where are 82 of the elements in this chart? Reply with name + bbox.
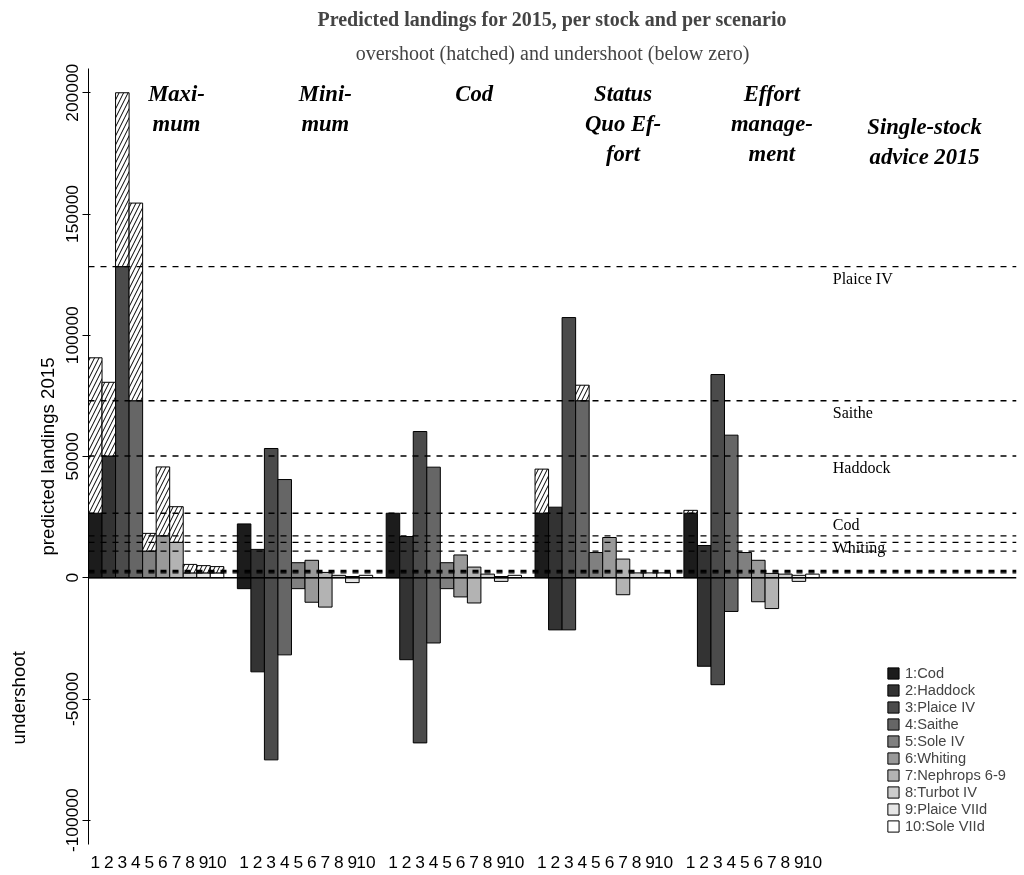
y-tick-label: 50000 [61, 432, 82, 481]
y-tick-label: -100000 [61, 788, 82, 853]
y-axis-title: predicted landings 2015 [36, 357, 58, 556]
x-tick-label: 8 [482, 851, 493, 872]
x-tick-label: 7 [767, 851, 777, 872]
x-tick-label: 3 [117, 851, 128, 872]
x-tick-label: 3 [266, 851, 276, 872]
x-tick-label: 7 [618, 851, 628, 872]
x-tick-label: 1 [388, 851, 398, 872]
x-tick-label: 2 [252, 851, 263, 872]
ref-line-label: Plaice IV [832, 269, 894, 287]
x-tick-label: 6 [306, 851, 317, 872]
legend-label: 10:Sole VIId [904, 818, 985, 834]
x-tick-label: 8 [334, 851, 344, 872]
x-tick-label: 1 [685, 851, 696, 872]
x-tick-label: 2 [550, 851, 561, 872]
annotation: Mini- mum [297, 80, 352, 136]
x-tick-label: 10 [653, 851, 674, 872]
y-tick-label: 200000 [61, 63, 82, 122]
x-tick-label: 8 [631, 851, 642, 872]
x-tick-label: 9 [198, 851, 209, 872]
x-tick-label: 10 [207, 851, 227, 872]
chart-title: Predicted landings for 2015, per stock and per scenario [317, 7, 787, 31]
x-tick-label: 4 [577, 851, 588, 872]
chart-subtitle: overshoot (hatched) and undershoot (below zero) [355, 41, 750, 65]
annotation: Maxi- mum [147, 80, 205, 136]
x-tick-label: 8 [185, 851, 195, 872]
y-tick-label: 150000 [61, 185, 82, 243]
x-tick-label: 5 [739, 851, 750, 872]
annotation: Status Quo Ef- fort [584, 80, 662, 166]
x-tick-label: 6 [604, 851, 615, 872]
legend-label: 4:Saithe [904, 716, 959, 732]
x-tick-label: 6 [158, 851, 168, 872]
legend-label: 1:Cod [904, 665, 945, 681]
x-tick-label: 1 [239, 851, 249, 872]
legend-label: 8:Turbot IV [904, 784, 977, 800]
x-tick-label: 3 [415, 851, 425, 872]
x-tick-label: 9 [347, 851, 358, 872]
x-tick-label: 4 [279, 851, 290, 872]
legend-label: 7:Nephrops 6-9 [904, 767, 1006, 783]
x-tick-label: 4 [726, 851, 737, 872]
x-tick-label: 2 [699, 851, 710, 872]
legend-label: 2:Haddock [904, 682, 976, 698]
x-tick-label: 10 [356, 851, 376, 872]
ref-line-label: Whiting [832, 538, 886, 557]
y-tick-label: 100000 [61, 306, 82, 365]
x-tick-label: 9 [496, 851, 507, 872]
x-tick-label: 10 [802, 851, 823, 872]
x-tick-label: 5 [442, 851, 452, 872]
legend-label: 5:Sole IV [904, 733, 965, 749]
x-tick-label: 8 [780, 851, 791, 872]
x-tick-label: 7 [469, 851, 479, 872]
text: undershoot [7, 650, 29, 745]
legend-label: 9:Plaice VIId [904, 801, 988, 817]
annotation: Effort manage- ment [730, 80, 813, 166]
x-tick-label: 3 [564, 851, 574, 872]
text: Single-stock advice 2015 [867, 113, 983, 169]
legend-label: 6:Whiting [904, 750, 967, 766]
x-tick-label: 2 [103, 851, 114, 872]
x-tick-label: 7 [320, 851, 331, 872]
ref-line-label: Haddock [832, 459, 891, 477]
x-tick-label: 6 [455, 851, 466, 872]
x-tick-label: 5 [293, 851, 304, 872]
x-tick-label: 5 [144, 851, 155, 872]
x-tick-label: 5 [591, 851, 601, 872]
y-tick-label: 0 [61, 572, 82, 583]
annotation: Cod [455, 80, 494, 106]
x-tick-label: 7 [171, 851, 182, 872]
x-tick-label: 4 [428, 851, 439, 872]
x-tick-label: 3 [712, 851, 723, 872]
ref-line-label: Cod [832, 516, 860, 534]
y-tick-label: -50000 [61, 672, 82, 726]
x-tick-label: 6 [753, 851, 764, 872]
x-tick-label: 1 [536, 851, 547, 872]
x-tick-label: 9 [645, 851, 655, 872]
x-tick-label: 9 [794, 851, 804, 872]
x-tick-label: 10 [505, 851, 525, 872]
x-tick-label: 1 [90, 851, 101, 872]
legend-label: 3:Plaice IV [904, 699, 976, 715]
x-tick-label: 4 [131, 851, 142, 872]
x-tick-label: 2 [401, 851, 412, 872]
ref-line-label: Saithe [832, 403, 873, 421]
